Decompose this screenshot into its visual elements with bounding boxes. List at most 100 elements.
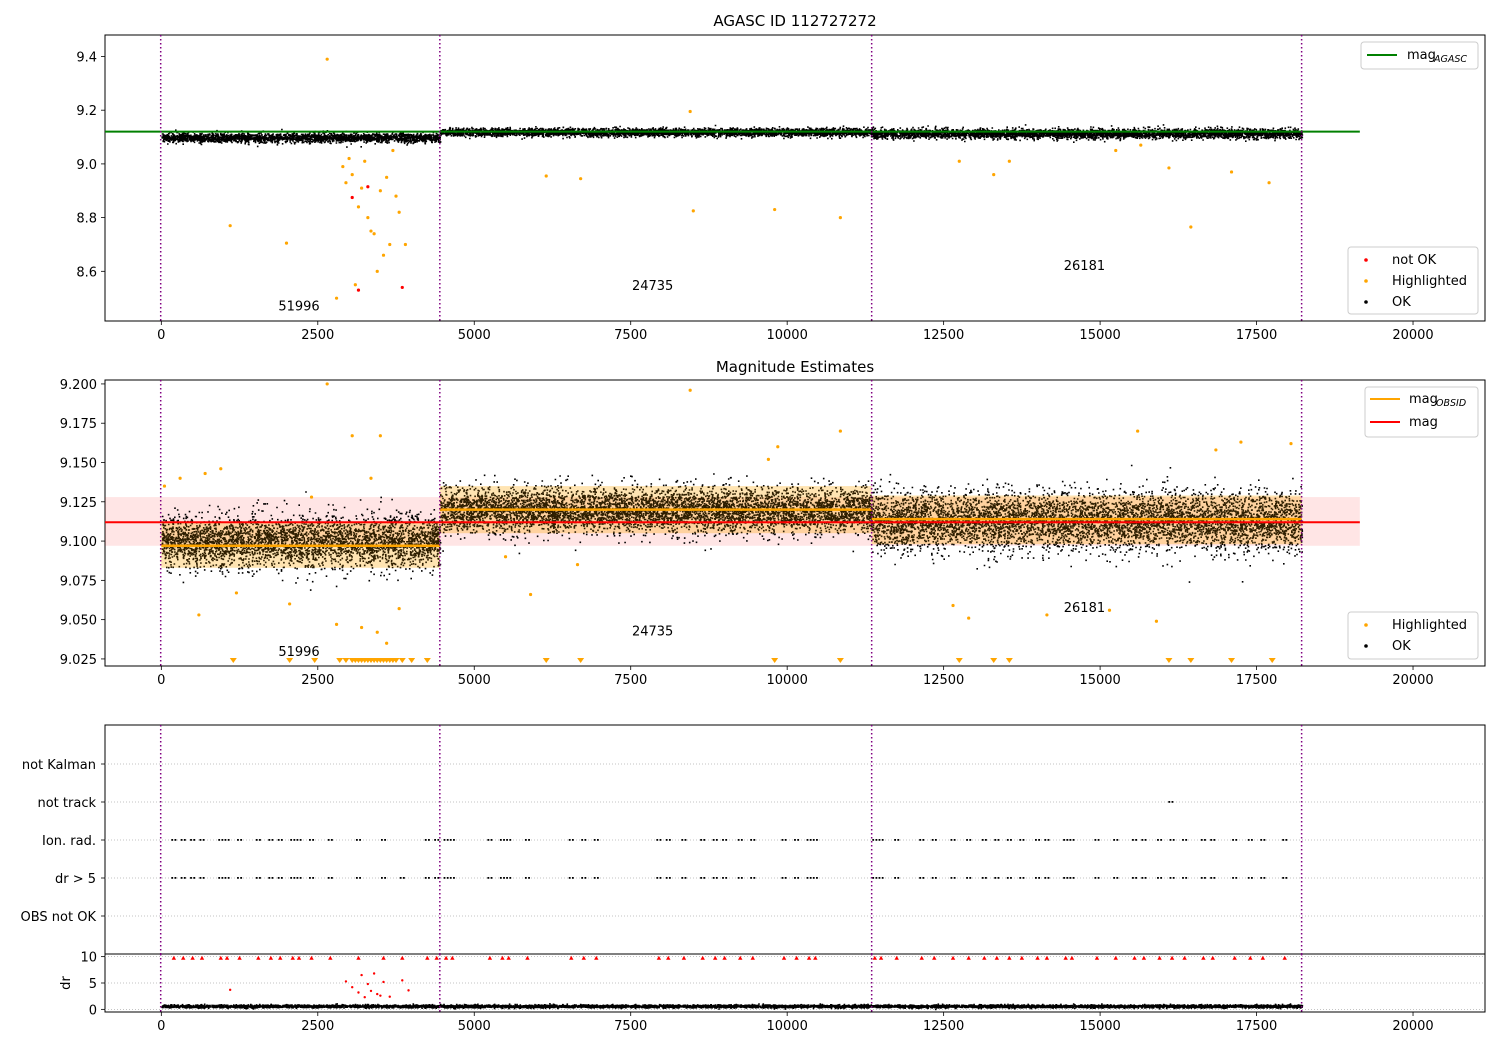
flag-point xyxy=(703,839,706,841)
flag-point xyxy=(199,839,202,841)
flag-point xyxy=(193,839,196,841)
flag-point xyxy=(740,877,743,879)
flag-point xyxy=(700,877,702,879)
out-of-range-marker xyxy=(336,658,344,663)
dr-capped-marker xyxy=(1044,955,1050,960)
panel-title: Magnitude Estimates xyxy=(716,358,874,376)
flag-point xyxy=(725,877,728,879)
dr-capped-marker xyxy=(872,955,877,960)
dr-capped-marker xyxy=(569,955,574,960)
highlighted-point xyxy=(388,242,392,247)
ok-points xyxy=(161,464,1304,591)
flag-point xyxy=(934,877,937,879)
flag-point xyxy=(359,877,361,879)
flag-point xyxy=(221,877,224,879)
flag-point xyxy=(506,877,508,879)
flag-point xyxy=(255,877,258,879)
x-tick-label: 17500 xyxy=(1236,673,1277,688)
flag-point xyxy=(453,839,455,841)
highlighted-point xyxy=(773,207,777,212)
flag-point xyxy=(722,877,724,879)
flag-point xyxy=(1251,839,1253,841)
flag-point xyxy=(922,877,925,879)
dr-capped-marker xyxy=(525,955,530,960)
y-tick-label: 5 xyxy=(89,977,97,992)
flag-point xyxy=(994,839,997,841)
highlighted-point xyxy=(378,434,382,438)
flag-point xyxy=(1260,839,1263,841)
flag-point xyxy=(740,839,743,841)
highlighted-point xyxy=(397,607,401,611)
highlighted-point xyxy=(219,467,223,471)
dr-capped-marker xyxy=(256,955,261,960)
x-tick-label: 0 xyxy=(157,673,165,688)
flag-point xyxy=(280,877,283,879)
flag-point xyxy=(1063,877,1065,879)
flag-point xyxy=(1066,839,1069,841)
flag-point xyxy=(1097,877,1100,879)
out-of-range-marker xyxy=(392,658,400,663)
dr-capped-marker xyxy=(224,955,230,960)
highlighted-point xyxy=(992,173,996,177)
flag-point xyxy=(571,877,574,879)
out-of-range-marker xyxy=(990,658,998,663)
flag-point xyxy=(296,877,299,879)
y-tick-label: 9.075 xyxy=(60,574,97,589)
flag-point xyxy=(1135,839,1138,841)
x-tick-label: 12500 xyxy=(923,1019,964,1034)
flag-point xyxy=(668,877,671,879)
highlighted-point xyxy=(503,555,508,559)
not-ok-point xyxy=(366,185,370,189)
flag-point xyxy=(878,839,881,841)
flag-point xyxy=(183,877,186,879)
flag-point xyxy=(712,839,715,841)
dr-capped-marker xyxy=(966,955,971,960)
flag-point xyxy=(1282,877,1285,879)
out-of-range-marker xyxy=(229,658,237,663)
dr-capped-marker xyxy=(1113,955,1118,960)
dr-capped-marker xyxy=(994,955,1000,960)
highlighted-point xyxy=(1289,442,1293,446)
x-tick-label: 2500 xyxy=(301,328,334,343)
flag-point xyxy=(384,839,387,841)
flag-point xyxy=(299,839,302,841)
legend-marker xyxy=(1364,300,1368,304)
plot-content xyxy=(105,35,1360,321)
flag-row-label: not track xyxy=(37,796,96,811)
highlighted-point xyxy=(325,382,329,386)
dr-red-point xyxy=(382,980,385,984)
flag-point xyxy=(784,839,787,841)
flag-point xyxy=(997,877,1000,879)
flag-point xyxy=(1116,839,1119,841)
flag-point xyxy=(1035,877,1037,879)
flag-point xyxy=(1232,839,1234,841)
flag-point xyxy=(490,839,493,841)
flag-point xyxy=(171,839,174,841)
dr-red-point xyxy=(379,994,382,997)
flag-point xyxy=(180,839,183,841)
x-tick-label: 20000 xyxy=(1392,673,1433,688)
flag-row-label: dr > 5 xyxy=(55,872,96,887)
dr-capped-marker xyxy=(894,955,899,960)
flag-point xyxy=(1185,839,1188,841)
dr-capped-marker xyxy=(713,955,718,960)
flag-point xyxy=(1019,877,1022,879)
dr-capped-marker xyxy=(356,955,361,960)
flag-point xyxy=(668,839,671,841)
highlighted-point xyxy=(356,205,361,209)
flag-point xyxy=(402,877,405,879)
legend-label: mag xyxy=(1407,48,1436,63)
dr-capped-marker xyxy=(1182,955,1187,960)
highlighted-point xyxy=(403,242,408,247)
highlighted-point xyxy=(951,603,955,608)
flag-point xyxy=(753,877,756,879)
y-tick-label: 8.8 xyxy=(76,212,97,227)
flag-point xyxy=(737,839,740,841)
flag-point xyxy=(969,839,972,841)
flag-point xyxy=(1169,877,1172,879)
y-tick-label: 9.125 xyxy=(60,496,97,511)
highlighted-point xyxy=(838,216,842,220)
highlighted-point xyxy=(381,253,386,257)
highlighted-point xyxy=(1007,159,1011,163)
flag-point xyxy=(809,877,812,879)
